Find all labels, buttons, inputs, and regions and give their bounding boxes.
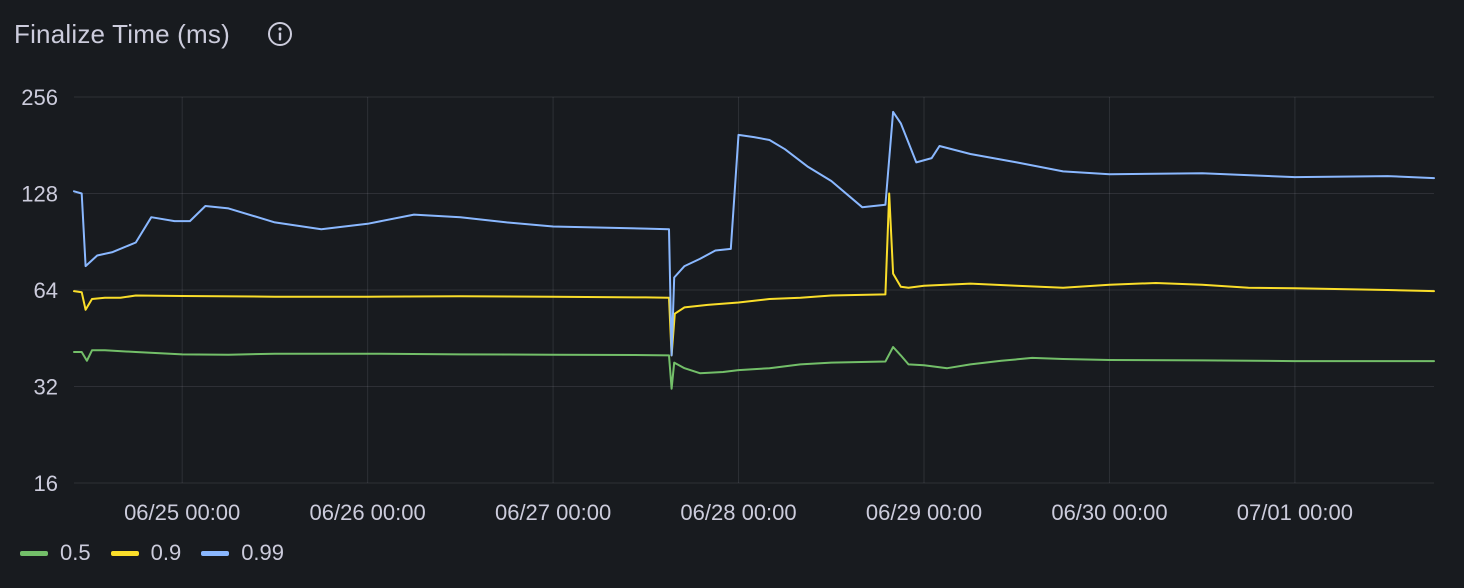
y-tick-label: 64 [34,278,58,303]
grid [74,96,1434,484]
x-tick-label: 06/29 00:00 [866,500,982,525]
x-tick-label: 06/30 00:00 [1051,500,1167,525]
y-tick-label: 256 [21,85,58,110]
legend-label: 0.5 [60,540,91,565]
legend-label: 0.99 [241,540,285,565]
info-circle-icon[interactable] [266,20,294,48]
panel-header: Finalize Time (ms) [14,16,294,52]
series-line-0-9[interactable] [73,192,1435,357]
legend-swatch [110,550,139,556]
y-tick-label: 16 [34,471,58,496]
legend-item-0-99[interactable]: 0.99 [201,540,284,566]
legend-swatch [201,550,230,556]
series-lines [73,110,1435,390]
x-tick-label: 07/01 00:00 [1237,500,1353,525]
x-tick-label: 06/27 00:00 [495,500,611,525]
legend-label: 0.9 [150,540,182,565]
legend-item-0-9[interactable]: 0.9 [110,540,182,566]
legend: 0.5 0.9 0.99 [20,538,304,568]
legend-item-0-5[interactable]: 0.5 [20,540,91,566]
y-tick-label: 128 [21,182,58,207]
x-tick-label: 06/28 00:00 [680,500,796,525]
legend-swatch [20,550,48,556]
y-axis: 256 128 64 32 16 [21,85,58,496]
series-line-0-99[interactable] [73,110,1435,357]
y-tick-label: 32 [34,375,58,400]
x-tick-label: 06/26 00:00 [310,500,426,525]
x-axis: 06/25 00:00 06/26 00:00 06/27 00:00 06/28 0… [124,500,1353,525]
panel-title: Finalize Time (ms) [14,18,230,49]
series-line-0-5[interactable] [73,346,1435,390]
x-tick-label: 06/25 00:00 [124,500,240,525]
